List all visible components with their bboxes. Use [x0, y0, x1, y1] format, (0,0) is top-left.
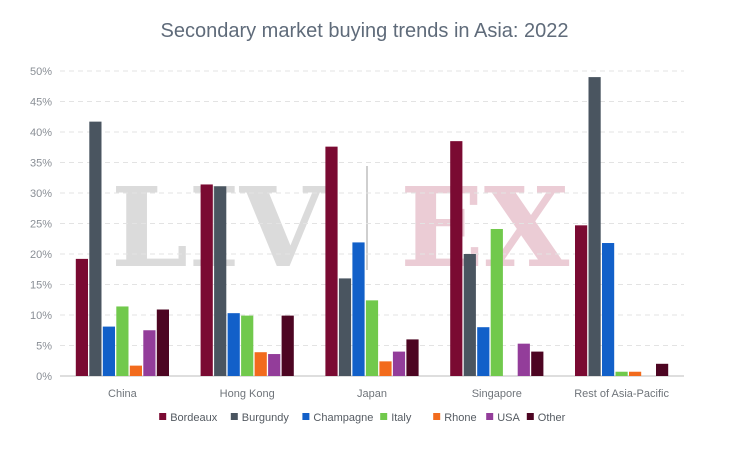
y-tick-label: 5%: [36, 341, 52, 353]
bar-rhone-hong-kong: [254, 352, 267, 376]
x-tick-label: China: [108, 388, 138, 400]
bar-champagne-japan: [352, 242, 365, 376]
bar-burgundy-japan: [338, 278, 352, 376]
bar-burgundy-rest-of-asia-pacific: [588, 77, 601, 376]
x-tick-label: Rest of Asia-Pacific: [574, 388, 669, 400]
bar-usa-japan: [392, 351, 406, 376]
y-tick-label: 50%: [30, 66, 52, 78]
bar-other-japan: [406, 339, 419, 376]
bar-burgundy-hong-kong: [214, 186, 227, 376]
y-tick-label: 10%: [30, 310, 52, 322]
legend-label-burgundy: Burgundy: [242, 412, 290, 424]
legend-swatch-rhone: [433, 413, 441, 420]
bar-usa-hong-kong: [268, 354, 281, 376]
bar-other-china: [156, 309, 169, 376]
bar-champagne-singapore: [477, 327, 490, 376]
y-tick-label: 30%: [30, 188, 52, 200]
bar-bordeaux-hong-kong: [200, 184, 213, 376]
legend-label-other: Other: [538, 412, 566, 424]
bar-usa-china: [143, 330, 156, 376]
bar-other-hong-kong: [281, 315, 294, 376]
legend-label-usa: USA: [497, 412, 520, 424]
y-tick-label: 35%: [30, 158, 52, 170]
y-tick-label: 25%: [30, 219, 52, 231]
bar-champagne-rest-of-asia-pacific: [602, 243, 615, 376]
legend-swatch-italy: [380, 413, 388, 420]
y-tick-label: 45%: [30, 97, 52, 109]
y-tick-label: 15%: [30, 280, 52, 292]
x-tick-label: Hong Kong: [220, 388, 275, 400]
chart-title: Secondary market buying trends in Asia: …: [160, 20, 569, 42]
bar-champagne-china: [102, 326, 115, 376]
bar-burgundy-china: [89, 121, 102, 376]
bar-bordeaux-rest-of-asia-pacific: [575, 225, 588, 376]
legend-swatch-burgundy: [230, 413, 238, 420]
y-tick-label: 0%: [36, 371, 52, 383]
y-tick-label: 40%: [30, 127, 52, 139]
x-tick-label: Japan: [357, 388, 387, 400]
legend-label-champagne: Champagne: [313, 412, 373, 424]
bar-rhone-japan: [379, 361, 392, 376]
bar-rhone-china: [129, 365, 142, 376]
legend-label-bordeaux: Bordeaux: [170, 412, 218, 424]
bar-burgundy-singapore: [463, 254, 476, 376]
y-tick-label: 20%: [30, 249, 52, 261]
bar-bordeaux-china: [75, 258, 88, 376]
bar-other-rest-of-asia-pacific: [656, 363, 669, 376]
bar-italy-china: [116, 306, 129, 376]
x-tick-label: Singapore: [472, 388, 522, 400]
legend-swatch-other: [526, 413, 534, 420]
bar-italy-singapore: [490, 228, 503, 376]
legend-label-italy: Italy: [391, 412, 412, 424]
legend-swatch-champagne: [302, 413, 310, 420]
bar-bordeaux-singapore: [450, 141, 463, 376]
legend-label-rhone: Rhone: [444, 412, 476, 424]
bar-other-singapore: [531, 351, 544, 376]
bar-rhone-rest-of-asia-pacific: [629, 371, 642, 376]
legend-swatch-bordeaux: [159, 413, 167, 420]
bar-usa-singapore: [517, 343, 530, 376]
bar-italy-japan: [365, 300, 379, 376]
bar-italy-rest-of-asia-pacific: [615, 371, 628, 376]
legend-swatch-usa: [486, 413, 494, 420]
bar-champagne-hong-kong: [227, 313, 240, 376]
bar-bordeaux-japan: [325, 146, 338, 376]
bar-italy-hong-kong: [241, 315, 254, 376]
watermark-text-right: EX: [400, 163, 570, 292]
